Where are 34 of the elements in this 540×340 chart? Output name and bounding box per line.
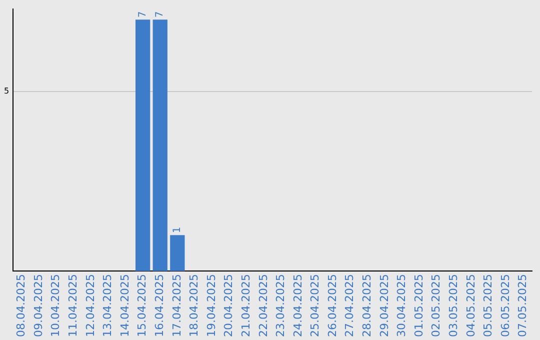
x-tick-label: 03.05.2025 (447, 274, 460, 338)
x-tick-label: 27.04.2025 (343, 274, 356, 338)
x-tick-label: 02.05.2025 (430, 274, 443, 338)
data-label: 7 (154, 11, 166, 18)
y-tick-label: 5 (4, 86, 10, 96)
x-tick-label: 10.04.2025 (49, 274, 62, 338)
x-tick-label: 21.04.2025 (239, 274, 252, 338)
x-tick-label: 13.04.2025 (101, 274, 114, 338)
x-tick-label: 24.04.2025 (291, 274, 304, 338)
x-tick-label: 22.04.2025 (256, 274, 270, 338)
x-tick-label: 12.04.2025 (84, 274, 97, 338)
x-tick-label: 23.04.2025 (274, 274, 288, 338)
x-tick-label: 14.04.2025 (118, 274, 132, 338)
x-tick-label: 29.04.2025 (378, 274, 391, 338)
x-tick-label: 09.04.2025 (32, 274, 45, 338)
x-tick-label: 25.04.2025 (308, 274, 322, 338)
x-tick-label: 16.04.2025 (152, 274, 166, 338)
x-tick-label: 30.04.2025 (395, 274, 408, 338)
data-label: 7 (137, 11, 148, 18)
x-tick-label: 04.05.2025 (464, 274, 478, 338)
data-label: 1 (172, 226, 184, 234)
x-tick-label: 15.04.2025 (136, 274, 149, 338)
x-tick-label: 19.04.2025 (204, 274, 218, 338)
x-tick-label: 06.05.2025 (498, 274, 512, 338)
x-tick-label: 11.04.2025 (66, 274, 80, 338)
x-tick-label: 26.04.2025 (326, 274, 339, 338)
x-tick-label: 07.05.2025 (516, 274, 530, 338)
x-tick-label: 17.04.2025 (170, 274, 184, 338)
x-tick-label: 18.04.2025 (188, 274, 201, 338)
x-tick-label: 08.04.2025 (14, 274, 28, 338)
x-tick-label: 28.04.2025 (360, 274, 374, 338)
x-tick-label: 20.04.2025 (222, 274, 236, 338)
x-tick-label: 01.05.2025 (412, 274, 426, 338)
x-tick-label: 05.05.2025 (482, 274, 495, 338)
